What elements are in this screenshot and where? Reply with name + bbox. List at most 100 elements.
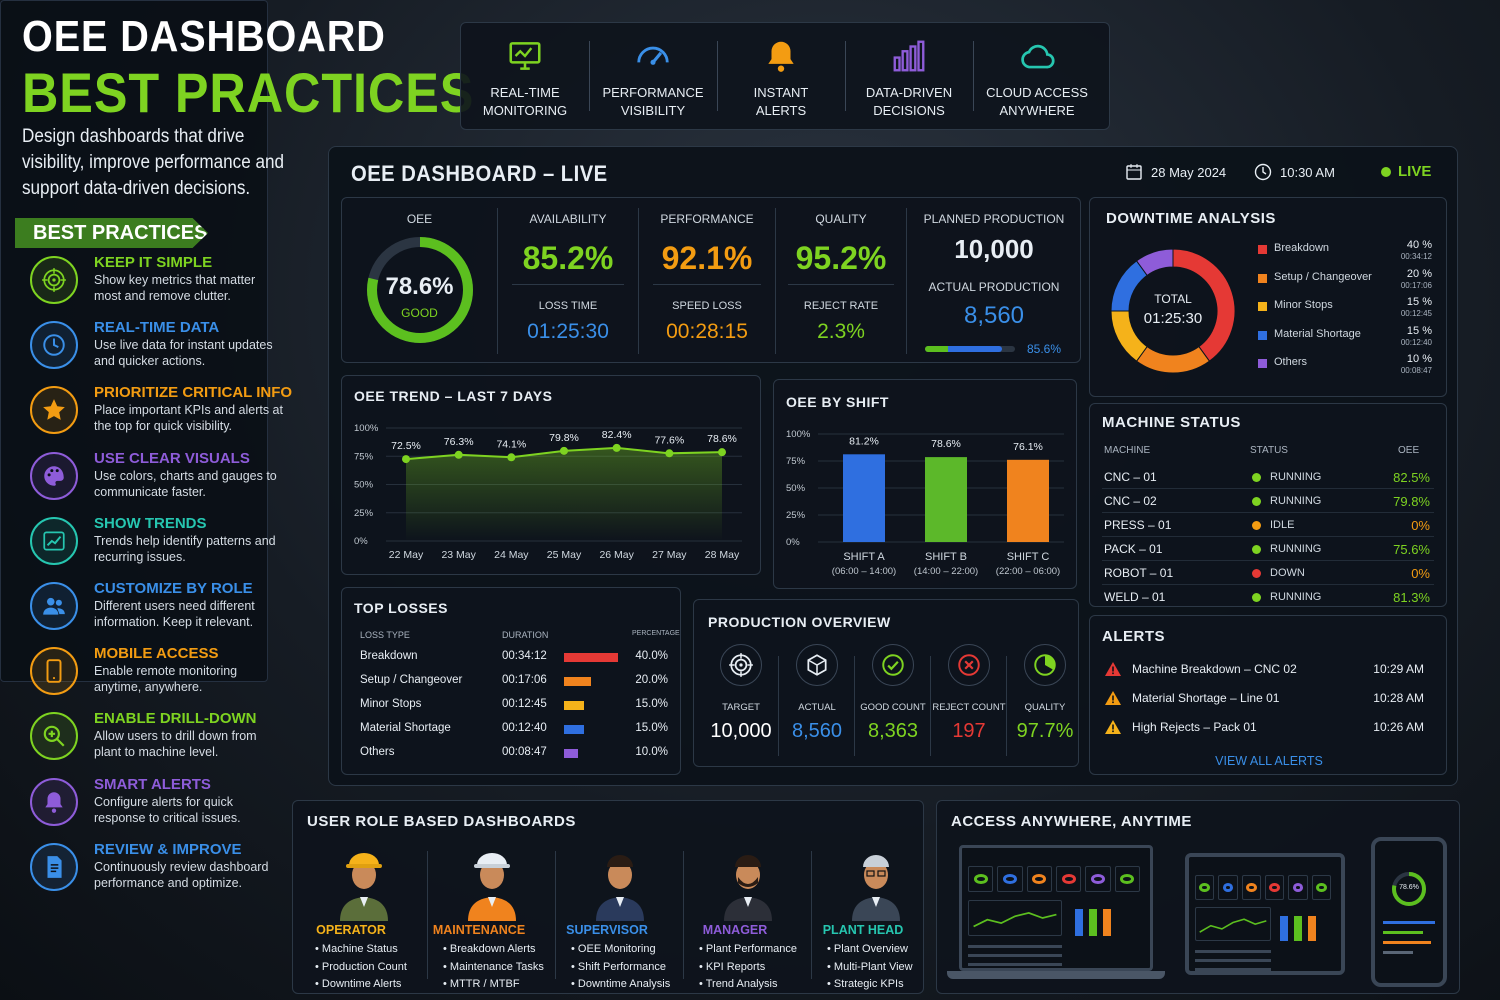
overview-item[interactable]: REJECT COUNT 197 [932,644,1006,764]
view-all-alerts-link[interactable]: VIEW ALL ALERTS [1215,754,1323,768]
machine-status: RUNNING [1270,471,1322,483]
machine-row[interactable]: ROBOT – 01 DOWN 0% [1090,566,1446,586]
loss-row[interactable]: Minor Stops 00:12:45 15.0% [342,698,680,718]
mini-bar [1280,916,1289,942]
y-tick-label: 0% [786,537,800,548]
users-icon [43,597,65,615]
role-feature: • Plant Overview [827,943,908,955]
alert-time: 10:29 AM [1373,662,1424,676]
x-tick-label: 23 May [441,549,476,561]
role-feature: • OEE Monitoring [571,943,656,955]
mini-kpi-tile [968,866,994,893]
loss-percent: 20.0% [635,674,668,686]
trend-point[interactable] [454,450,463,459]
machine-row[interactable]: PRESS – 01 IDLE 0% [1090,518,1446,538]
loss-row[interactable]: Setup / Changeover 00:17:06 20.0% [342,674,680,694]
shift-bar[interactable] [1007,459,1049,542]
feature-label-line1: REAL-TIME [490,85,560,100]
trend-point[interactable] [507,453,516,462]
machine-name: ROBOT – 01 [1104,566,1174,580]
overview-item[interactable]: QUALITY 97.7% [1008,644,1082,764]
trend-point[interactable] [612,443,621,452]
machine-row[interactable]: PACK – 01 RUNNING 75.6% [1090,542,1446,562]
loss-percent: 10.0% [635,746,668,758]
role-card[interactable]: SUPERVISOR • OEE Monitoring • Shift Perfor… [557,845,683,991]
machine-row[interactable]: CNC – 02 RUNNING 79.8% [1090,494,1446,514]
mobile-icon [30,647,78,696]
alert-item[interactable]: Material Shortage – Line 01 10:28 AM [1090,689,1446,711]
trend-icon [43,531,65,551]
overview-item[interactable]: GOOD COUNT 8,363 [856,644,930,764]
feature-item[interactable]: CLOUD ACCESS ANYWHERE [973,23,1101,129]
role-name: OPERATOR [316,923,386,937]
legend-percent: 10 % [1406,353,1432,365]
availability-kpi[interactable]: AVAILABILITY 85.2% LOSS TIME 01:25:30 [498,198,638,362]
y-tick-label: 50% [354,480,374,491]
machine-row[interactable]: CNC – 01 RUNNING 82.5% [1090,470,1446,490]
production-kpi[interactable]: PLANNED PRODUCTION 10,000 ACTUAL PRODUCT… [907,198,1081,362]
page-title: OEE DASHBOARD [22,12,386,61]
shift-bar[interactable] [843,454,885,542]
feature-strip: REAL-TIME MONITORING PERFORMANCE VISIBILITY… [460,22,1110,130]
feature-label: REAL-TIME MONITORING [461,84,589,120]
trend-point[interactable] [665,449,674,458]
best-practice-item: PRIORITIZE CRITICAL INFO Place important … [30,380,292,442]
maintenance-avatar-icon [468,853,516,921]
role-card[interactable]: MANAGER • Plant Performance • KPI Reports •… [685,845,811,991]
feature-item[interactable]: INSTANT ALERTS [717,23,845,129]
status-dot-icon [1252,497,1261,506]
feature-item[interactable]: REAL-TIME MONITORING [461,23,589,129]
feature-item[interactable]: PERFORMANCE VISIBILITY [589,23,717,129]
trend-data-label: 79.8% [549,432,579,444]
trend-point[interactable] [560,446,568,455]
best-practice-title: USE CLEAR VISUALS [94,449,250,467]
live-dot-icon [1381,166,1391,177]
legend-label: Material Shortage [1274,327,1361,340]
best-practice-description: Configure alerts for quick response to c… [94,794,241,825]
mini-kpi-tile [1026,866,1052,893]
feature-label-line1: PERFORMANCE [602,85,704,100]
trend-data-label: 72.5% [391,440,421,452]
role-feature: • KPI Reports [699,961,765,973]
alert-item[interactable]: High Rejects – Pack 01 10:26 AM [1090,718,1446,740]
clock-icon [43,334,65,356]
quality-kpi[interactable]: QUALITY 95.2% REJECT RATE 2.3% [776,198,906,362]
best-practice-description: Show key metrics that matter most and re… [94,273,256,303]
phone-device: 78.6% [1371,837,1447,987]
mini-table-row [968,945,1062,949]
palette-icon [30,451,78,500]
feature-item[interactable]: DATA-DRIVEN DECISIONS [845,23,973,129]
role-card[interactable]: PLANT HEAD • Plant Overview • Multi-Plant … [813,845,939,991]
role-card[interactable]: OPERATOR • Machine Status • Production Cou… [301,845,427,991]
production-overview-title: PRODUCTION OVERVIEW [708,614,891,630]
donut-slice-setup-changeover[interactable] [1135,345,1211,374]
role-card[interactable]: MAINTENANCE • Breakdown Alerts • Maintenan… [429,845,555,991]
loss-row[interactable]: Breakdown 00:34:12 40.0% [342,650,680,670]
loss-row[interactable]: Others 00:08:47 10.0% [342,746,680,766]
bar-data-label: 76.1% [1013,441,1043,453]
overview-item[interactable]: TARGET 10,000 [704,644,778,764]
trend-point[interactable] [718,448,726,457]
role-feature: • Machine Status [315,943,398,955]
oee-kpi[interactable]: OEE 78.6% GOOD [342,198,497,362]
warning-icon [1105,691,1121,705]
reject-rate-value: 2.3% [817,320,865,343]
legend-swatch [1258,302,1267,311]
bar-data-label: 78.6% [931,438,961,450]
donut-slice-others[interactable] [1135,248,1174,277]
role-feature-text: Maintenance Tasks [449,960,544,973]
overview-item[interactable]: ACTUAL 8,560 [780,644,854,764]
oee-trend-title: OEE TREND – LAST 7 DAYS [354,388,553,404]
legend-percent: 15 % [1406,324,1432,337]
loss-row[interactable]: Material Shortage 00:12:40 15.0% [342,722,680,742]
best-practice-description: Place important KPIs and alerts at the t… [94,403,283,434]
alert-item[interactable]: Machine Breakdown – CNC 02 10:29 AM [1090,660,1446,682]
trend-point[interactable] [402,455,410,464]
performance-kpi[interactable]: PERFORMANCE 92.1% SPEED LOSS 00:28:15 [639,198,775,362]
bullet-icon: • [827,943,834,955]
shift-bar[interactable] [925,457,967,542]
feature-label-line2: ALERTS [755,103,807,118]
oee-status: GOOD [401,306,438,320]
machine-row[interactable]: WELD – 01 RUNNING 81.3% [1090,590,1446,610]
trend-data-label: 76.3% [444,436,474,448]
